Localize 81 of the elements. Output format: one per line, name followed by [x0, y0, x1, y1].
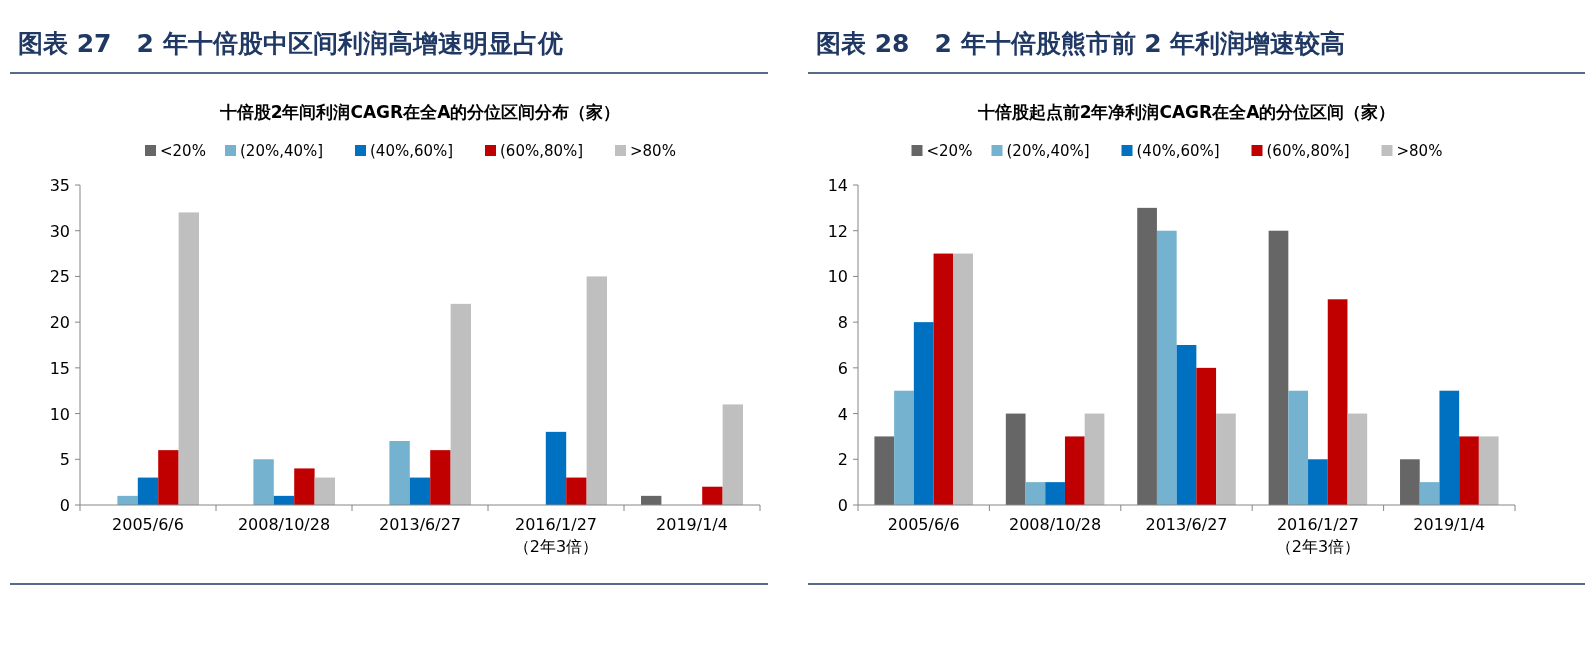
- bar: [1308, 459, 1328, 505]
- y-tick-label: 25: [49, 267, 70, 287]
- bar: [1216, 413, 1236, 505]
- bar: [1045, 482, 1065, 505]
- bar: [409, 477, 431, 505]
- chart-subtitle: 十倍股起点前2年净利润CAGR在全A的分位区间（家）: [976, 102, 1396, 122]
- chart-title: 图表 28 2 年十倍股熊市前 2 年利润增速较高: [816, 29, 1346, 58]
- legend-label: (40%,60%]: [1136, 142, 1220, 160]
- bar: [294, 468, 315, 505]
- bar: [450, 303, 471, 505]
- bar: [545, 431, 567, 505]
- bar: [894, 390, 914, 505]
- bar: [1268, 230, 1289, 505]
- y-tick-label: 35: [49, 176, 70, 195]
- x-tick-label: 2005/6/6: [887, 515, 960, 534]
- y-tick-label: 15: [49, 358, 70, 378]
- bar: [137, 477, 159, 505]
- bar: [953, 253, 973, 505]
- bar: [158, 450, 179, 505]
- y-tick-label: 5: [59, 450, 70, 470]
- legend-label: >80%: [1396, 142, 1443, 160]
- bar: [933, 253, 954, 505]
- chart-subtitle: 十倍股2年间利润CAGR在全A的分位区间分布（家）: [218, 102, 621, 122]
- y-tick-label: 4: [837, 404, 848, 424]
- x-tick-label: 2016/1/27 （2年3倍）: [513, 515, 599, 556]
- x-tick-label: 2008/10/28: [237, 515, 331, 534]
- x-tick-label: 2013/6/27: [1145, 515, 1228, 534]
- bar: [430, 450, 451, 505]
- y-tick-label: 20: [49, 313, 70, 333]
- x-tick-label: 2019/1/4: [656, 515, 728, 534]
- chart-title: 图表 27 2 年十倍股中区间利润高增速明显占优: [18, 29, 563, 58]
- bar: [314, 477, 335, 505]
- bar: [1400, 459, 1420, 505]
- legend-label: (20%,40%]: [1006, 142, 1090, 160]
- bar: [1025, 482, 1046, 505]
- bar: [1064, 436, 1085, 505]
- x-tick-label: 2005/6/6: [112, 515, 184, 534]
- bar: [178, 212, 199, 505]
- legend-label: >80%: [630, 142, 676, 160]
- bar: [1137, 207, 1157, 505]
- bar: [586, 276, 607, 505]
- y-tick-label: 12: [827, 221, 848, 241]
- legend-label: (40%,60%]: [370, 142, 454, 160]
- bar: [389, 441, 410, 505]
- bar: [1419, 482, 1440, 505]
- bar: [722, 404, 743, 505]
- y-tick-label: 6: [837, 358, 848, 378]
- bar: [1459, 436, 1479, 505]
- y-tick-label: 14: [827, 176, 848, 195]
- y-tick-label: 8: [837, 313, 848, 333]
- bar: [1439, 390, 1460, 505]
- bar: [913, 322, 934, 505]
- bar: [1288, 390, 1309, 505]
- y-tick-label: 30: [49, 221, 70, 241]
- legend-label: (20%,40%]: [240, 142, 324, 160]
- bar: [1347, 413, 1368, 505]
- bar: [874, 436, 895, 505]
- x-tick-label: 2008/10/28: [1008, 515, 1102, 534]
- legend-label: (60%,80%]: [1266, 142, 1350, 160]
- y-tick-label: 2: [837, 450, 848, 470]
- legend-label: <20%: [160, 142, 206, 160]
- bar: [1196, 367, 1217, 505]
- x-tick-label: 2016/1/27 （2年3倍）: [1275, 515, 1361, 556]
- bar: [566, 477, 587, 505]
- legend-label: (60%,80%]: [500, 142, 584, 160]
- x-tick-label: 2013/6/27: [378, 515, 462, 534]
- bar: [1176, 345, 1197, 505]
- y-tick-label: 0: [59, 496, 70, 515]
- bar: [253, 459, 274, 505]
- legend-label: <20%: [926, 142, 973, 160]
- x-tick-label: 2019/1/4: [1413, 515, 1486, 534]
- bar: [1156, 230, 1177, 505]
- bar: [1327, 299, 1348, 505]
- bar: [1478, 436, 1499, 505]
- bar: [702, 486, 723, 505]
- y-tick-label: 0: [837, 496, 848, 515]
- bar: [1005, 413, 1026, 505]
- y-tick-label: 10: [49, 404, 70, 424]
- bar: [1084, 413, 1105, 505]
- y-tick-label: 10: [827, 267, 848, 287]
- bar: [117, 495, 138, 505]
